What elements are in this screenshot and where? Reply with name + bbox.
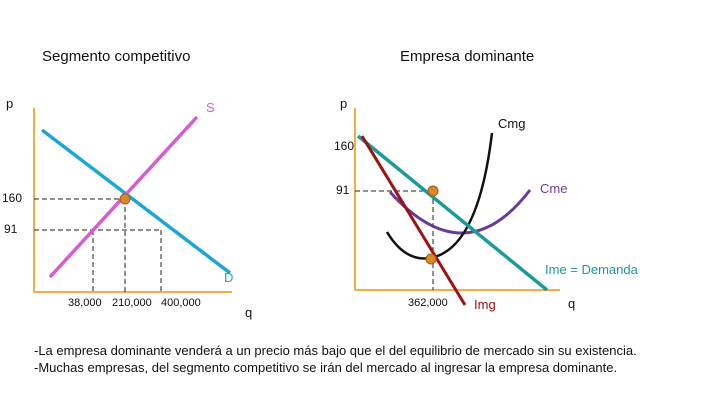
- img-label: Img: [474, 297, 496, 312]
- notes: -La empresa dominante venderá a un preci…: [34, 342, 637, 376]
- img-curve: [360, 135, 467, 306]
- left-price-91-label: 91: [4, 222, 18, 236]
- left-axis-q-label: q: [245, 305, 253, 320]
- left-demand-curve: [40, 128, 232, 275]
- right-price-91-label: 91: [336, 183, 350, 197]
- ime-demand-curve: [356, 134, 549, 292]
- left-price-160-label: 160: [2, 191, 23, 205]
- left-axis-p-label: p: [6, 96, 14, 111]
- cmg-curve: [385, 132, 494, 260]
- note-line-2: -Muchas empresas, del segmento competiti…: [34, 360, 618, 375]
- right-price-160-label: 160: [334, 139, 355, 153]
- cme-label: Cme: [540, 181, 568, 196]
- left-q-210000-label: 210,000: [112, 297, 152, 309]
- left-q-38000-label: 38,000: [68, 297, 102, 309]
- left-supply-label: S: [206, 100, 215, 115]
- left-panel-title: Segmento competitivo: [42, 48, 191, 65]
- left-q-400000-label: 400,000: [161, 297, 201, 309]
- left-demand-label: D: [224, 270, 234, 285]
- right-mr-mc-point: [425, 253, 437, 265]
- note-line-1: -La empresa dominante venderá a un preci…: [34, 343, 637, 358]
- right-axis-q-label: q: [568, 296, 576, 311]
- right-panel-title: Empresa dominante: [400, 48, 535, 65]
- left-equilibrium-point: [119, 193, 131, 205]
- right-q-362000-label: 362,000: [408, 297, 448, 309]
- right-price-point: [427, 185, 439, 197]
- ime-label: Ime = Demanda: [545, 262, 638, 277]
- cme-curve: [388, 189, 532, 235]
- right-axis-p-label: p: [340, 96, 348, 111]
- cmg-label: Cmg: [498, 116, 526, 131]
